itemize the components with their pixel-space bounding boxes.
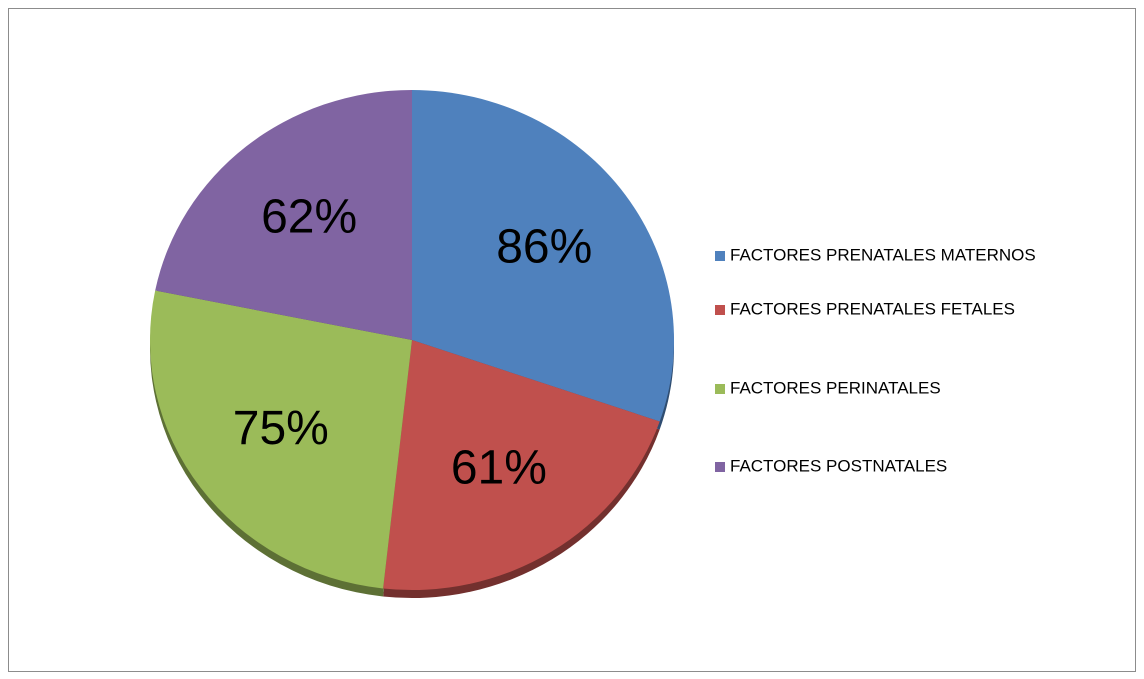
data-label: 86% — [496, 221, 592, 274]
slice — [412, 90, 674, 422]
legend-label: FACTORES PRENATALES FETALES — [730, 299, 1015, 318]
slice — [383, 340, 660, 590]
slice — [149, 290, 412, 589]
slice — [155, 90, 413, 340]
data-label: 61% — [451, 442, 547, 495]
legend-swatch — [715, 462, 725, 472]
data-label: 62% — [261, 191, 357, 244]
data-label: 75% — [233, 402, 329, 455]
pie: 86% 61% 75% 62% — [149, 90, 674, 590]
legend-label: FACTORES POSTNATALES — [730, 456, 947, 475]
legend: FACTORES PRENATALES MATERNOS FACTORES PRE… — [715, 245, 1036, 475]
legend-label: FACTORES PERINATALES — [730, 378, 941, 397]
legend-swatch — [715, 305, 725, 315]
legend-label: FACTORES PRENATALES MATERNOS — [730, 245, 1036, 264]
legend-swatch — [715, 384, 725, 394]
legend-swatch — [715, 251, 725, 261]
